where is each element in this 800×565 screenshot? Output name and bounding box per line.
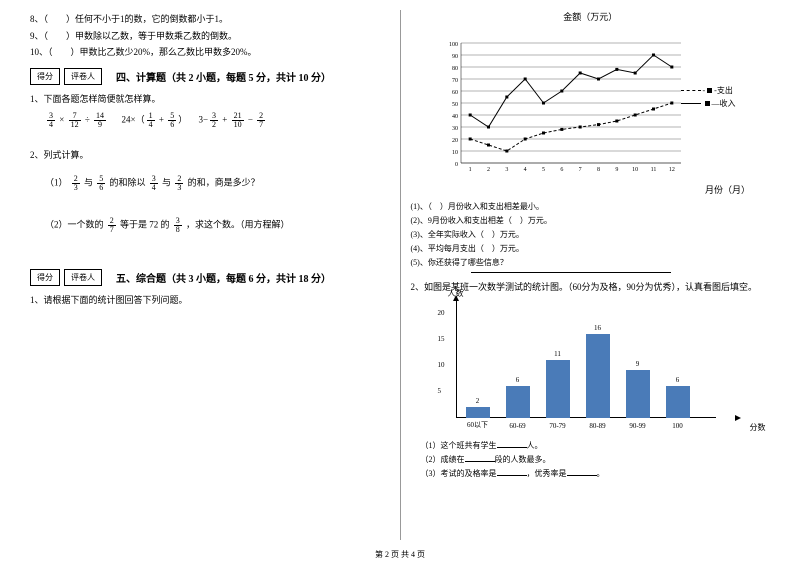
line-questions: (1)、（ ）月份收入和支出相差最小。 (2)、9月份收入和支出相差（ ）万元。… (411, 201, 771, 273)
calc-q2-1: （1） 23 与 56 的和除以 34 与 23 的和，商是多少？ (45, 175, 390, 192)
line-q5: (5)、你还获得了哪些信息？ (411, 257, 771, 269)
question-9: 9、（ ）甲数除以乙数，等于甲数乘乙数的倒数。 (30, 30, 390, 44)
page-container: 8、（ ）任何不小于1的数，它的倒数都小于1。 9、（ ）甲数除以乙数，等于甲数… (0, 0, 800, 540)
bar-q3: （3）考试的及格率是，优秀率是。 (421, 468, 771, 480)
score-box: 得分 (30, 68, 60, 85)
svg-text:80: 80 (452, 66, 458, 72)
svg-text:10: 10 (632, 167, 638, 173)
line-q1: (1)、（ ）月份收入和支出相差最小。 (411, 201, 771, 213)
svg-text:3: 3 (505, 167, 508, 173)
question-8: 8、（ ）任何不小于1的数，它的倒数都小于1。 (30, 13, 390, 27)
bar-q2: （2）成绩在段的人数最多。 (421, 454, 771, 466)
svg-text:8: 8 (597, 167, 600, 173)
svg-text:4: 4 (523, 167, 526, 173)
line-q4: (4)、平均每月支出（ ）万元。 (411, 243, 771, 255)
section-5-header: 得分 评卷人 五、综合题（共 3 小题，每题 6 分，共计 18 分） (30, 269, 390, 286)
question-10: 10、（ ）甲数比乙数少20%，那么乙数比甲数多20%。 (30, 46, 390, 60)
svg-text:90: 90 (452, 54, 458, 60)
line-q3: (3)、全年实际收入（ ）万元。 (411, 229, 771, 241)
line-legend: -- 支出 — 收入 (681, 83, 736, 111)
svg-text:50: 50 (452, 102, 458, 108)
svg-text:11: 11 (650, 167, 656, 173)
math-expressions: 34 × 712 ÷ 149 24×（14 + 56） 3−32 + 2110 … (45, 112, 390, 129)
line-chart-svg: 0102030405060708090100123456789101112 (441, 33, 681, 173)
bar-chart: 人数 分数 5101520260以下660-691170-791680-8999… (456, 300, 736, 430)
svg-text:20: 20 (452, 138, 458, 144)
score-box-5: 得分 (30, 269, 60, 286)
svg-text:1: 1 (468, 167, 471, 173)
section-5-title: 五、综合题（共 3 小题，每题 6 分，共计 18 分） (116, 270, 331, 285)
calc-q2-2: （2）一个数的 27 等于是 72 的 38 ，求这个数。（用方程解） (45, 217, 390, 234)
section-4-title: 四、计算题（共 2 小题，每题 5 分，共计 10 分） (116, 69, 331, 84)
bar-questions: （1）这个班共有学生人。 （2）成绩在段的人数最多。 （3）考试的及格率是，优秀… (421, 440, 771, 480)
reviewer-box-5: 评卷人 (64, 269, 102, 286)
line-chart-ytitle: 金额（万元） (411, 10, 771, 23)
svg-text:10: 10 (452, 150, 458, 156)
line-chart: 0102030405060708090100123456789101112 --… (441, 33, 681, 173)
bar-chart-container: 人数 分数 5101520260以下660-691170-791680-8999… (431, 300, 771, 430)
comp-q1: 1、请根据下面的统计图回答下列问题。 (30, 294, 390, 308)
bar-q1: （1）这个班共有学生人。 (421, 440, 771, 452)
svg-text:2: 2 (487, 167, 490, 173)
calc-q2: 2、列式计算。 (30, 149, 390, 163)
svg-text:0: 0 (455, 162, 458, 168)
section-4-header: 得分 评卷人 四、计算题（共 2 小题，每题 5 分，共计 10 分） (30, 68, 390, 85)
svg-text:40: 40 (452, 114, 458, 120)
reviewer-box: 评卷人 (64, 68, 102, 85)
bar-q-intro: 2、如图是某班一次数学测试的统计图。（60分为及格，90分为优秀），认真看图后填… (411, 281, 771, 295)
svg-text:60: 60 (452, 90, 458, 96)
page-footer: 第 2 页 共 4 页 (0, 549, 800, 560)
bar-x-label: 分数 (750, 422, 766, 433)
answer-line (471, 272, 671, 273)
svg-text:6: 6 (560, 167, 563, 173)
line-chart-xtitle: 月份（月） (411, 183, 771, 196)
svg-text:5: 5 (542, 167, 545, 173)
svg-text:70: 70 (452, 78, 458, 84)
calc-q1: 1、下面各题怎样简便就怎样算。 (30, 93, 390, 107)
svg-text:100: 100 (449, 42, 458, 48)
svg-text:7: 7 (578, 167, 581, 173)
line-q2: (2)、9月份收入和支出相差（ ）万元。 (411, 215, 771, 227)
right-column: 金额（万元） 010203040506070809010012345678910… (401, 10, 781, 540)
left-column: 8、（ ）任何不小于1的数，它的倒数都小于1。 9、（ ）甲数除以乙数，等于甲数… (20, 10, 401, 540)
svg-text:12: 12 (668, 167, 674, 173)
svg-text:30: 30 (452, 126, 458, 132)
svg-text:9: 9 (615, 167, 618, 173)
bar-y-label: 人数 (448, 288, 464, 299)
